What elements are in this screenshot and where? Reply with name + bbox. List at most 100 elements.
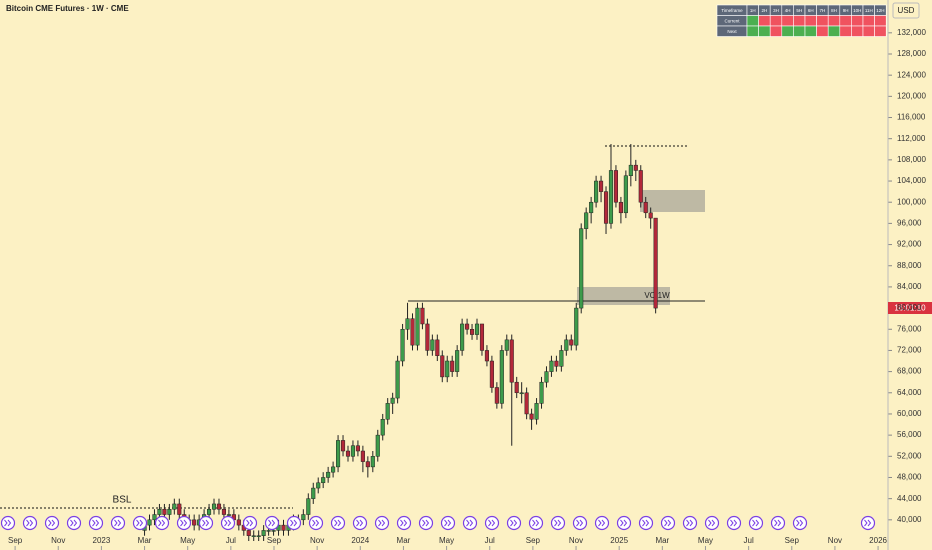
event-icon-glyph: [664, 519, 672, 527]
candle-body: [519, 392, 524, 395]
candle-body: [321, 477, 326, 484]
y-tick-label: 100,000: [897, 197, 926, 206]
candle-body: [157, 508, 162, 515]
y-tick-label: 92,000: [897, 240, 922, 249]
event-icon-glyph: [246, 519, 254, 527]
event-icon-glyph: [26, 519, 34, 527]
candle-body: [499, 350, 504, 404]
event-icon-glyph: [48, 519, 56, 527]
table-header-text: 9H: [843, 8, 849, 13]
candle-body: [509, 339, 514, 383]
y-tick-label: 64,000: [897, 388, 922, 397]
candle-body: [216, 503, 222, 510]
table-cell: [793, 25, 806, 37]
event-icon-glyph: [268, 519, 276, 527]
candle-body: [385, 403, 390, 420]
candle-body: [479, 323, 485, 351]
event-icon-glyph: [180, 519, 188, 527]
candle-body: [430, 339, 435, 351]
x-tick-label: 2026: [869, 536, 887, 545]
event-icon-glyph: [532, 519, 540, 527]
candle-body: [226, 514, 231, 516]
x-tick-label: Jul: [226, 536, 236, 545]
event-icon-glyph: [598, 519, 606, 527]
bsl-label: BSL: [113, 495, 132, 506]
candle-body: [594, 180, 599, 203]
x-tick-label: 2024: [351, 536, 369, 545]
candle-body: [147, 519, 152, 526]
candles: [142, 143, 658, 542]
currency-box: [892, 2, 920, 19]
candle-body: [301, 514, 306, 521]
event-icon-glyph: [356, 519, 364, 527]
table-cell: [746, 15, 759, 27]
event-icon: [638, 515, 654, 531]
event-icon: [792, 515, 808, 531]
event-icon: [770, 515, 786, 531]
candle-body: [574, 307, 579, 346]
x-tick-label: Nov: [310, 536, 324, 545]
event-icon: [682, 515, 698, 531]
candle-body: [246, 530, 251, 536]
event-icon-glyph: [422, 519, 430, 527]
candle-body: [271, 530, 276, 532]
candle-body: [589, 201, 594, 214]
table-cell: [758, 15, 771, 27]
y-tick-label: 96,000: [897, 218, 922, 227]
candle-body: [192, 519, 197, 526]
event-icon-glyph: [114, 519, 122, 527]
table-cell: [781, 15, 794, 27]
candle-body: [316, 482, 321, 489]
event-icons: [0, 515, 876, 531]
candle-body: [435, 339, 440, 356]
table-header-text: 6H: [808, 8, 814, 13]
y-tick-label: 52,000: [897, 451, 922, 460]
event-icon: [330, 515, 346, 531]
event-icon: [572, 515, 588, 531]
table-header-text: 5H: [796, 8, 802, 13]
y-tick-label: 84,000: [897, 282, 922, 291]
candle-body: [152, 514, 157, 521]
x-tick-label: 2025: [610, 536, 628, 545]
event-icon-glyph: [4, 519, 12, 527]
event-icon-glyph: [290, 519, 298, 527]
table-cell: [816, 25, 829, 37]
x-tick-label: Nov: [51, 536, 65, 545]
event-icon: [0, 515, 16, 531]
candle-body: [445, 360, 450, 378]
event-icon: [704, 515, 720, 531]
table-cell: [874, 15, 887, 27]
event-icon: [132, 515, 148, 531]
candle-body: [336, 440, 341, 468]
event-icon-glyph: [642, 519, 650, 527]
candle-body: [415, 307, 420, 346]
x-tick-label: 2023: [93, 536, 111, 545]
y-tick-label: 112,000: [897, 134, 926, 143]
table-header-text: 7H: [820, 8, 826, 13]
candle-body: [410, 318, 415, 346]
candle-body: [211, 503, 217, 510]
candle-body: [534, 403, 539, 420]
table-cell: [804, 25, 817, 37]
event-icon-glyph: [378, 519, 386, 527]
candle-body: [365, 461, 370, 468]
x-tick-label: Sep: [267, 536, 282, 545]
table-cell: [793, 15, 806, 27]
event-icon: [308, 515, 324, 531]
chart-title: Bitcoin CME Futures · 1W · CME: [6, 4, 129, 13]
y-tick-label: 68,000: [897, 367, 922, 376]
candle-body: [167, 508, 172, 515]
candle-body: [281, 524, 286, 531]
event-icon-glyph: [752, 519, 760, 527]
table-cell: [769, 25, 783, 37]
y-tick-label: 132,000: [897, 28, 926, 37]
event-icon: [352, 515, 368, 531]
candle-body: [524, 392, 529, 415]
candle-body: [306, 498, 311, 515]
table-cell: [804, 15, 817, 27]
table-header-text: 10H: [853, 8, 861, 13]
countdown-tag: [888, 302, 932, 314]
event-icon: [726, 515, 742, 531]
y-tick-label: 80,000: [897, 303, 922, 312]
candle-body: [608, 170, 614, 224]
